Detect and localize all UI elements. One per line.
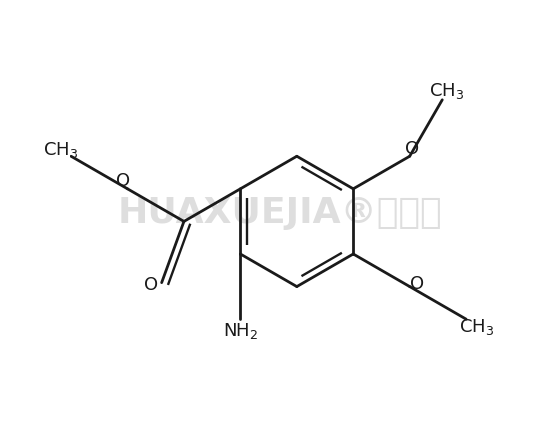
Text: O: O — [116, 172, 130, 190]
Text: HUAXUEJIA®化学加: HUAXUEJIA®化学加 — [118, 196, 442, 230]
Text: CH$_3$: CH$_3$ — [429, 81, 464, 101]
Text: NH$_2$: NH$_2$ — [223, 321, 258, 341]
Text: O: O — [405, 140, 419, 158]
Text: O: O — [144, 276, 158, 294]
Text: CH$_3$: CH$_3$ — [43, 140, 78, 160]
Text: O: O — [410, 276, 424, 294]
Text: CH$_3$: CH$_3$ — [459, 317, 494, 337]
